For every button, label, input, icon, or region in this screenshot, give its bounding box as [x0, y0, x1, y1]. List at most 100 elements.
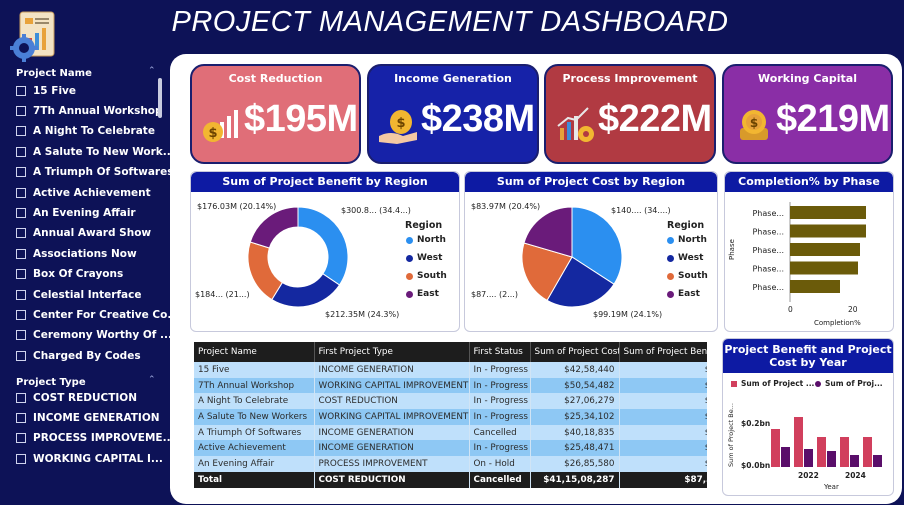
checkbox[interactable]	[16, 187, 26, 198]
pie-slice-south[interactable]	[247, 241, 283, 301]
kpi-income-generation[interactable]: Income Generation $ $238M	[367, 64, 539, 164]
project-type-item[interactable]: WORKING CAPITAL I...	[16, 450, 163, 467]
svg-text:$: $	[750, 116, 758, 130]
checkbox[interactable]	[16, 453, 26, 464]
project-name-item[interactable]: Celestial Interface	[16, 286, 141, 303]
checkbox[interactable]	[16, 289, 26, 300]
checkbox[interactable]	[16, 412, 26, 423]
project-name-item[interactable]: A Salute To New Work...	[16, 143, 175, 160]
benefit-bar[interactable]	[840, 437, 849, 467]
project-name-item[interactable]: Box Of Crayons	[16, 266, 123, 283]
checkbox[interactable]	[16, 207, 26, 218]
checkbox[interactable]	[16, 269, 26, 280]
project-type-item[interactable]: INCOME GENERATION	[16, 409, 160, 426]
project-name-item[interactable]: Annual Award Show	[16, 225, 151, 242]
pie-slice-west[interactable]	[271, 273, 341, 308]
legend-item-west[interactable]: West	[406, 253, 442, 263]
table-row[interactable]: 7Th Annual Workshop WORKING CAPITAL IMPRO…	[194, 377, 707, 394]
cost-bar[interactable]	[873, 455, 882, 467]
benefit-donut-chart[interactable]	[243, 202, 353, 312]
chevron-up-icon[interactable]: ⌃	[148, 375, 156, 385]
cost-bar[interactable]	[781, 447, 790, 467]
completion-bar[interactable]	[790, 280, 840, 293]
project-type-item[interactable]: PROCESS IMPROVEME...	[16, 430, 175, 447]
checkbox[interactable]	[16, 126, 26, 137]
table-row[interactable]: A Triumph Of Softwares INCOME GENERATION C…	[194, 424, 707, 441]
table-cell: In - Progress	[469, 393, 531, 410]
kpi-process-improvement[interactable]: Process Improvement $222M	[544, 64, 716, 164]
checkbox[interactable]	[16, 350, 26, 361]
kpi-cost-reduction[interactable]: Cost Reduction $ $195M	[190, 64, 361, 164]
column-header[interactable]: Project Name	[194, 342, 315, 362]
checkbox[interactable]	[16, 228, 26, 239]
project-type-item[interactable]: COST REDUCTION	[16, 389, 137, 406]
project-name-item[interactable]: Active Achievement	[16, 184, 151, 201]
completion-by-phase-card[interactable]: Completion% by Phase Phase... Phase... Pha…	[724, 171, 894, 332]
column-header[interactable]: First Status	[469, 342, 531, 362]
cost-by-region-card[interactable]: Sum of Project Cost by Region $83.97M (2…	[464, 171, 718, 332]
benefit-by-region-card[interactable]: Sum of Project Benefit by Region $176.03…	[190, 171, 460, 332]
checkbox[interactable]	[16, 248, 26, 259]
completion-bar[interactable]	[790, 206, 866, 219]
cost-bar[interactable]	[850, 455, 859, 467]
completion-bar[interactable]	[790, 261, 858, 275]
kpi-label: Cost Reduction	[228, 72, 323, 85]
project-name-item[interactable]: Charged By Codes	[16, 347, 141, 364]
phase-tick-label: Phase...	[752, 228, 784, 237]
project-name-item[interactable]: 15 Five	[16, 82, 76, 99]
checkbox[interactable]	[16, 85, 26, 96]
table-row[interactable]: Active Achievement INCOME GENERATION In - …	[194, 440, 707, 457]
legend-item-east[interactable]: East	[406, 289, 439, 299]
project-name-item[interactable]: A Triumph Of Softwares	[16, 164, 173, 181]
slicer-scrollbar[interactable]	[158, 78, 162, 118]
legend-item-south[interactable]: South	[406, 271, 447, 281]
legend-item-south[interactable]: South	[667, 271, 708, 281]
table-cell: $84,22,57	[619, 377, 707, 394]
project-name-item[interactable]: Center For Creative Co...	[16, 306, 179, 323]
completion-bar[interactable]	[790, 224, 866, 238]
project-name-item[interactable]: Associations Now	[16, 245, 137, 262]
project-table[interactable]: Project Name First Project Type First Stat…	[194, 342, 707, 488]
year-bar-chart[interactable]	[723, 339, 894, 496]
benefit-cost-by-year-card[interactable]: Project Benefit and Project Cost by Year…	[722, 338, 894, 496]
table-cell: A Triumph Of Softwares	[194, 424, 315, 441]
pie-slice-east[interactable]	[523, 206, 573, 258]
table-row[interactable]: An Evening Affair PROCESS IMPROVEMENT On -…	[194, 456, 707, 472]
legend-item-west[interactable]: West	[667, 253, 703, 263]
chevron-up-icon[interactable]: ⌃	[148, 66, 156, 76]
checkbox[interactable]	[16, 167, 26, 178]
pie-slice-east[interactable]	[249, 206, 299, 249]
kpi-working-capital[interactable]: Working Capital $ $219M	[722, 64, 893, 164]
checkbox[interactable]	[16, 146, 26, 157]
checkbox[interactable]	[16, 392, 26, 403]
legend-item-north[interactable]: North	[406, 235, 446, 245]
kpi-value: $195M	[244, 98, 358, 140]
project-name-item[interactable]: An Evening Affair	[16, 204, 136, 221]
checkbox[interactable]	[16, 105, 26, 116]
column-header[interactable]: First Project Type	[314, 342, 470, 362]
checkbox[interactable]	[16, 330, 26, 341]
benefit-bar[interactable]	[817, 437, 826, 467]
project-name-item[interactable]: 7Th Annual Workshop	[16, 102, 163, 119]
checkbox[interactable]	[16, 309, 26, 320]
legend-item-east[interactable]: East	[667, 289, 700, 299]
legend-item-north[interactable]: North	[667, 235, 707, 245]
column-header[interactable]: Sum of Project Benefit	[619, 342, 707, 362]
cost-bar[interactable]	[804, 449, 813, 467]
completion-bar[interactable]	[790, 243, 860, 256]
project-name-label: 15 Five	[33, 84, 77, 97]
table-row[interactable]: A Night To Celebrate COST REDUCTION In - P…	[194, 393, 707, 410]
checkbox[interactable]	[16, 433, 26, 444]
project-name-item[interactable]: Ceremony Worthy Of ...	[16, 327, 172, 344]
project-name-item[interactable]: A Night To Celebrate	[16, 123, 155, 140]
table-row[interactable]: 15 Five INCOME GENERATION In - Progress $42…	[194, 362, 707, 378]
project-type-label: WORKING CAPITAL I...	[33, 452, 163, 465]
cost-pie-chart[interactable]	[517, 202, 627, 312]
benefit-bar[interactable]	[771, 429, 780, 467]
column-header[interactable]: Sum of Project Cost	[530, 342, 620, 362]
cost-bar[interactable]	[827, 451, 836, 467]
benefit-bar[interactable]	[794, 417, 803, 467]
table-row[interactable]: A Salute To New Workers WORKING CAPITAL I…	[194, 409, 707, 425]
benefit-bar[interactable]	[863, 437, 872, 467]
completion-bar-chart[interactable]: Phase... Phase... Phase... Phase... Phase...	[725, 194, 894, 332]
